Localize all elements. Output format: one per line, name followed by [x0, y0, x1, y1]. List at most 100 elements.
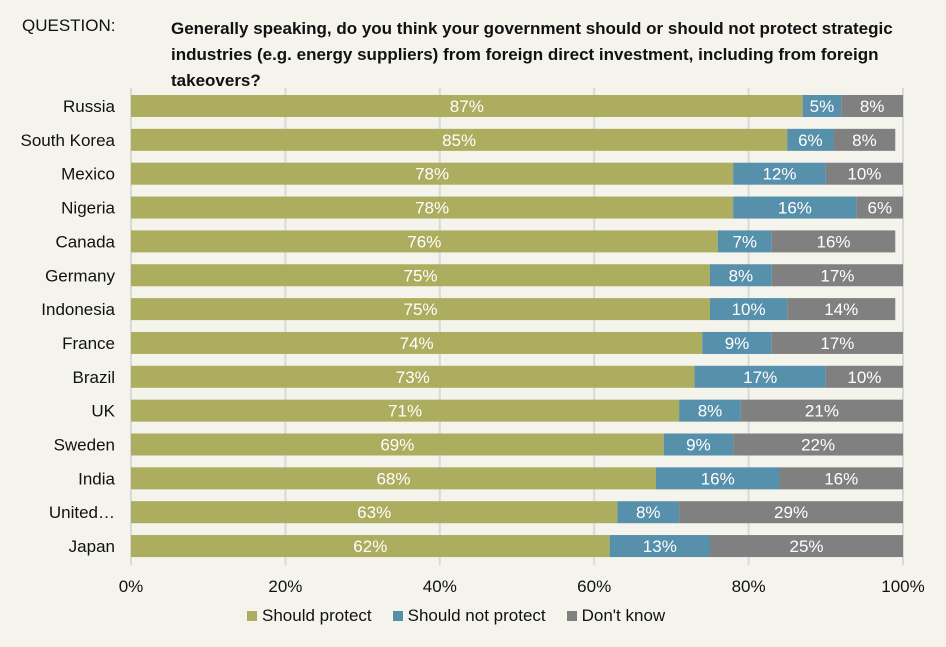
- data-label: 8%: [852, 131, 877, 150]
- bar-segment: [833, 128, 896, 151]
- bar-segment: [717, 230, 772, 253]
- bar-segment: [131, 128, 788, 151]
- bar-segment: [655, 467, 780, 490]
- bar-segment: [679, 399, 741, 422]
- bar-segment: [771, 264, 903, 287]
- category-label: Sweden: [54, 436, 115, 455]
- bar-segment: [131, 95, 803, 117]
- bar-segment: [131, 162, 734, 185]
- gridlines: [130, 88, 904, 565]
- data-label: 9%: [686, 436, 711, 455]
- data-label: 25%: [789, 537, 823, 556]
- data-label: 78%: [415, 165, 449, 184]
- data-label: 21%: [805, 402, 839, 421]
- data-label: 8%: [860, 97, 885, 116]
- legend-label: Should protect: [262, 606, 372, 625]
- bars: 87% 5% 8% 85% 6% 8% 78% 12% 10% 78% 16% 6% 76% 7% 16% 7…: [131, 95, 903, 558]
- category-label: France: [62, 334, 115, 353]
- legend-label: Don't know: [581, 606, 666, 625]
- category-label: Russia: [63, 97, 116, 116]
- data-label: 62%: [353, 537, 387, 556]
- bar-segment: [617, 501, 680, 524]
- data-label: 17%: [743, 368, 777, 387]
- bar-segment: [131, 264, 710, 287]
- legend-item: Don't know: [566, 606, 666, 626]
- x-tick-labels: 0% 20% 40% 60% 80% 100%: [119, 577, 925, 596]
- data-label: 16%: [701, 469, 735, 488]
- data-label: 68%: [376, 469, 410, 488]
- data-label: 16%: [817, 232, 851, 251]
- bar-segment: [702, 331, 772, 354]
- x-tick-label: 0%: [119, 577, 144, 596]
- data-label: 16%: [778, 199, 812, 218]
- data-label: 63%: [357, 503, 391, 522]
- bar-segment: [609, 535, 710, 558]
- data-label: 73%: [396, 368, 430, 387]
- data-label: 78%: [415, 199, 449, 218]
- data-label: 75%: [403, 300, 437, 319]
- category-label: India: [78, 469, 115, 488]
- bar-segment: [694, 365, 826, 388]
- bar-segment: [131, 399, 680, 422]
- bar-segment: [131, 365, 695, 388]
- bar-segment: [779, 467, 903, 490]
- data-label: 8%: [698, 402, 723, 421]
- x-tick-label: 20%: [268, 577, 302, 596]
- data-label: 7%: [732, 232, 757, 251]
- data-label: 29%: [774, 503, 808, 522]
- data-label: 16%: [824, 469, 858, 488]
- data-label: 8%: [729, 266, 754, 285]
- bar-segment: [710, 264, 772, 287]
- category-label: Brazil: [72, 368, 115, 387]
- legend-item: Should not protect: [392, 606, 546, 626]
- bar-segment: [856, 196, 903, 219]
- bar-segment: [733, 196, 857, 219]
- data-label: 87%: [450, 97, 484, 116]
- legend-swatch: [247, 611, 257, 621]
- x-tick-label: 60%: [577, 577, 611, 596]
- data-label: 5%: [810, 97, 835, 116]
- bar-segment: [679, 501, 903, 524]
- data-label: 10%: [847, 368, 881, 387]
- data-label: 17%: [820, 334, 854, 353]
- data-label: 22%: [801, 436, 835, 455]
- x-tick-label: 100%: [881, 577, 924, 596]
- category-label: Indonesia: [41, 300, 115, 319]
- category-label: Germany: [45, 266, 115, 285]
- bar-segment: [740, 399, 903, 422]
- bar-segment: [131, 331, 703, 354]
- bar-segment: [131, 433, 664, 456]
- bar-segment: [825, 162, 903, 185]
- category-label: South Korea: [20, 131, 115, 150]
- bar-segment: [733, 433, 903, 456]
- bar-segment: [710, 535, 903, 558]
- legend: Should protect Should not protect Don't kn…: [247, 606, 686, 626]
- data-label: 75%: [403, 266, 437, 285]
- x-tick-label: 80%: [732, 577, 766, 596]
- bar-segment: [131, 501, 618, 524]
- bar-segment: [787, 298, 896, 321]
- question-label: QUESTION:: [22, 16, 116, 35]
- data-label: 13%: [643, 537, 677, 556]
- legend-item: Should protect: [247, 606, 372, 626]
- data-label: 69%: [380, 436, 414, 455]
- data-label: 17%: [820, 266, 854, 285]
- bar-segment: [131, 467, 656, 490]
- data-label: 85%: [442, 131, 476, 150]
- data-label: 10%: [847, 165, 881, 184]
- data-label: 76%: [407, 232, 441, 251]
- bar-segment: [733, 162, 826, 185]
- bar-segment: [131, 196, 734, 219]
- category-labels: Russia South Korea Mexico Nigeria Canada Germ…: [20, 97, 115, 556]
- legend-label: Should not protect: [407, 606, 546, 625]
- category-label: Mexico: [61, 165, 115, 184]
- question-text: Generally speaking, do you think your go…: [171, 19, 893, 90]
- category-label: Canada: [55, 232, 115, 251]
- category-label: Japan: [69, 537, 115, 556]
- data-label: 9%: [725, 334, 750, 353]
- bar-segment: [710, 298, 788, 321]
- bar-segment: [825, 365, 903, 388]
- data-label: 14%: [824, 300, 858, 319]
- bar-segment: [131, 298, 710, 321]
